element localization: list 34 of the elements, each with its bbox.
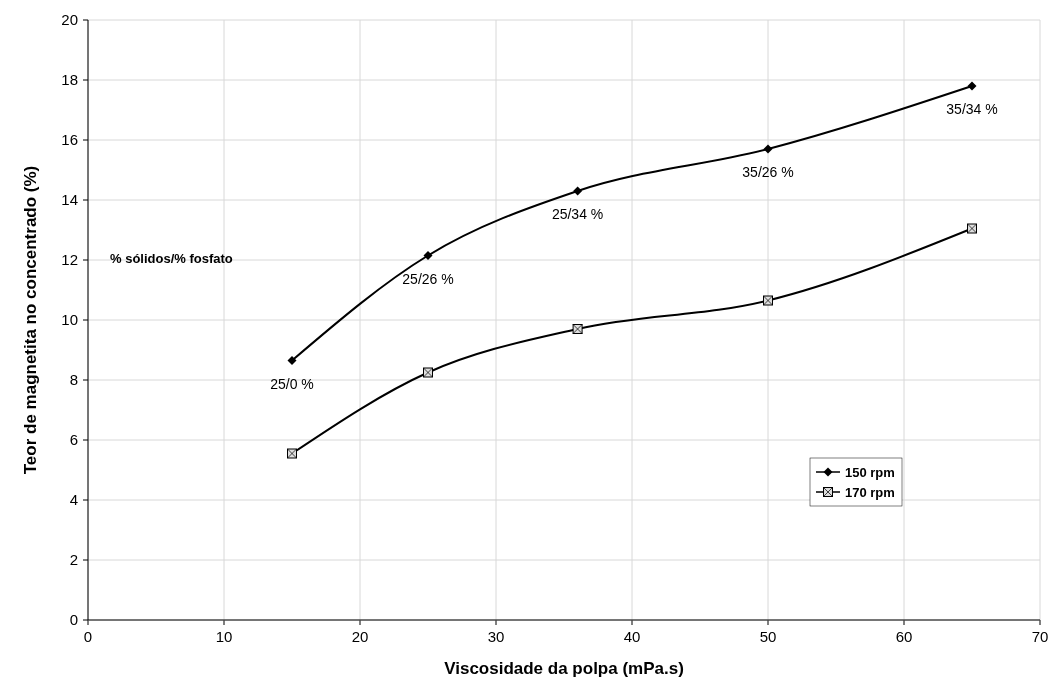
y-tick-label: 16: [61, 131, 78, 148]
legend-label: 170 rpm: [845, 485, 895, 500]
y-tick-label: 20: [61, 11, 78, 28]
y-tick-label: 8: [69, 371, 78, 388]
x-axis-title: Viscosidade da polpa (mPa.s): [444, 659, 684, 678]
annotation: 25/34 %: [551, 206, 604, 222]
x-tick-label: 20: [351, 628, 369, 645]
y-axis-title: Teor de magnetita no concentrado (%): [21, 165, 40, 475]
x-tick-label: 50: [759, 628, 777, 645]
y-tick-label: 18: [61, 71, 78, 88]
y-tick-label: 0: [69, 611, 78, 628]
x-tick-label: 40: [623, 628, 641, 645]
annotation: 25/0 %: [270, 375, 314, 392]
y-tick-label: 6: [69, 431, 78, 448]
annotation: % sólidos/% fosfato: [110, 251, 233, 266]
annotation: 35/34 %: [946, 101, 998, 117]
legend-label: 150 rpm: [845, 465, 895, 480]
point: [287, 356, 297, 365]
annotation: 35/26 %: [742, 164, 794, 180]
y-tick-label: 12: [61, 251, 78, 268]
x-tick-label: 60: [895, 628, 913, 645]
x-tick-label: 10: [215, 628, 233, 645]
point: [573, 186, 583, 196]
x-tick-label: 70: [1031, 628, 1049, 645]
y-tick-label: 4: [69, 491, 78, 508]
annotation: 25/26 %: [402, 270, 454, 287]
x-tick-label: 0: [83, 628, 93, 645]
y-tick-label: 10: [61, 311, 78, 328]
point: [763, 144, 773, 154]
x-tick-label: 30: [487, 628, 505, 645]
y-tick-label: 14: [61, 191, 78, 208]
point: [967, 81, 977, 91]
point: [423, 251, 433, 260]
y-tick-label: 2: [69, 551, 78, 568]
